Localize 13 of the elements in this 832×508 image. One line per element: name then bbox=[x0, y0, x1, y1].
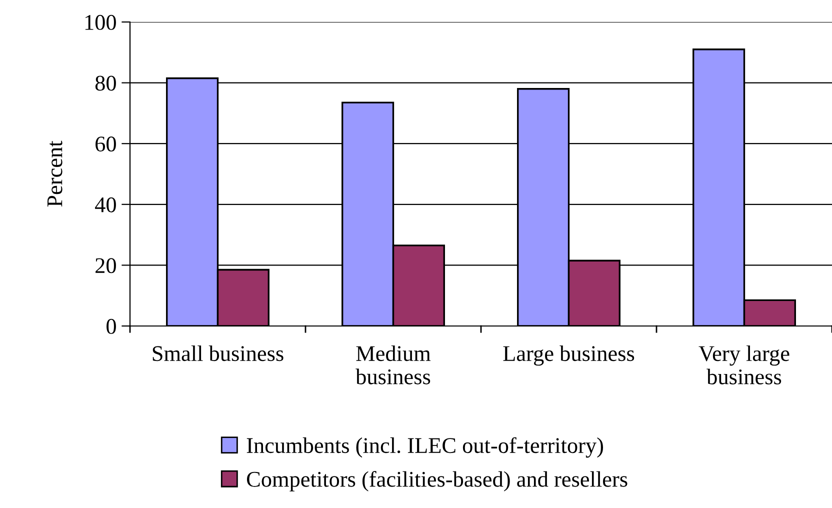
y-axis-title: Percent bbox=[48, 140, 62, 207]
y-tick-label: 100 bbox=[85, 14, 116, 30]
y-tick-label: 20 bbox=[96, 258, 116, 274]
x-tick-label: Medium business bbox=[356, 345, 431, 384]
legend-label: Competitors (facilities-based) and resellers bbox=[246, 470, 628, 492]
y-tick-label: 0 bbox=[106, 318, 116, 334]
x-tick-label: Large business bbox=[503, 345, 634, 366]
x-tick-label: Small business bbox=[152, 345, 284, 362]
legend-label: Incumbents (incl. ILEC out-of-territory) bbox=[246, 437, 604, 458]
x-tick-label: Very large business bbox=[698, 345, 790, 384]
y-tick-label: 80 bbox=[95, 76, 116, 91]
y-tick-label: 40 bbox=[95, 197, 116, 212]
y-tick-label: 60 bbox=[96, 136, 116, 152]
